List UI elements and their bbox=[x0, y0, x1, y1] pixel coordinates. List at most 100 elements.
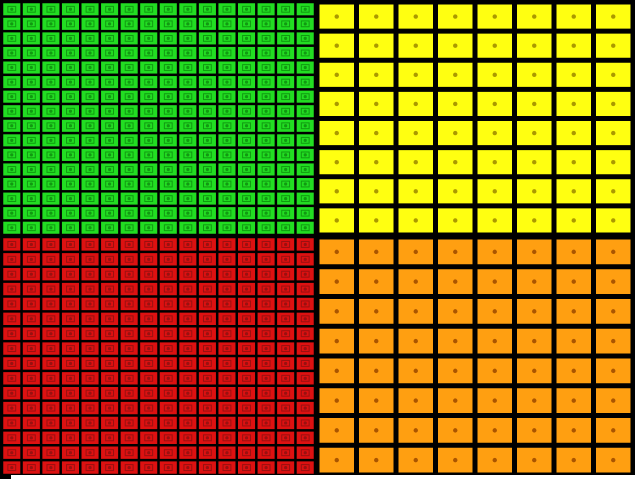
cell-inner bbox=[202, 285, 212, 293]
cell-dot bbox=[264, 242, 268, 247]
cell-dot bbox=[244, 7, 249, 11]
cell-inner bbox=[202, 389, 212, 397]
cell-dot bbox=[29, 257, 33, 261]
cell-inner bbox=[105, 240, 115, 248]
cell-dot bbox=[453, 279, 458, 284]
cell-dot bbox=[49, 332, 53, 336]
cell-dot bbox=[205, 361, 210, 366]
cell-dot bbox=[492, 368, 497, 374]
cell-dot bbox=[303, 436, 307, 440]
cell-dot bbox=[611, 368, 616, 374]
cell-inner bbox=[163, 209, 173, 217]
cell-dot bbox=[205, 421, 210, 425]
cell-inner bbox=[163, 5, 173, 13]
cell-dot bbox=[611, 398, 616, 403]
cell-dot bbox=[29, 65, 33, 70]
cell-dot bbox=[147, 272, 151, 276]
cell-dot bbox=[29, 51, 33, 55]
cell-dot bbox=[532, 368, 537, 374]
cell-dot bbox=[166, 391, 170, 395]
cell-dot bbox=[88, 332, 92, 336]
cell-dot bbox=[205, 451, 210, 455]
cell-inner bbox=[261, 300, 271, 308]
cell-inner bbox=[7, 285, 17, 293]
cell-dot bbox=[88, 153, 92, 157]
cell-dot bbox=[127, 302, 131, 306]
cell-inner bbox=[105, 224, 115, 232]
cell-dot bbox=[284, 7, 288, 11]
cell-inner bbox=[281, 345, 291, 353]
cell-inner bbox=[222, 34, 232, 42]
cell-inner bbox=[242, 136, 251, 144]
cell-inner bbox=[46, 434, 56, 442]
cell-dot bbox=[127, 36, 131, 41]
cell-inner bbox=[124, 240, 134, 248]
cell-dot bbox=[186, 272, 190, 276]
cell-dot bbox=[88, 22, 92, 26]
cell-dot bbox=[186, 302, 190, 306]
cell-inner bbox=[261, 374, 271, 382]
cell-dot bbox=[29, 124, 33, 128]
cell-dot bbox=[29, 80, 33, 84]
cell-dot bbox=[611, 43, 616, 48]
cell-inner bbox=[105, 122, 115, 130]
cell-dot bbox=[244, 332, 249, 336]
cell-dot bbox=[29, 332, 33, 336]
cell-dot bbox=[127, 391, 131, 395]
cell-dot bbox=[68, 391, 73, 395]
cell-inner bbox=[163, 359, 173, 367]
cell-dot bbox=[107, 36, 112, 41]
cell-dot bbox=[166, 465, 170, 470]
cell-inner bbox=[105, 5, 115, 13]
cell-inner bbox=[183, 464, 193, 472]
cell-dot bbox=[147, 36, 151, 41]
cell-dot bbox=[29, 95, 33, 99]
cell-dot bbox=[147, 182, 151, 186]
cell-dot bbox=[49, 65, 53, 70]
cell-dot bbox=[68, 376, 73, 380]
cell-inner bbox=[281, 122, 291, 130]
cell-inner bbox=[300, 464, 310, 472]
cell-inner bbox=[222, 240, 232, 248]
cell-dot bbox=[225, 95, 229, 99]
cell-inner bbox=[46, 270, 56, 278]
cell-dot bbox=[303, 302, 307, 306]
cell-inner bbox=[46, 330, 56, 338]
cell-inner bbox=[242, 330, 251, 338]
cell-inner bbox=[85, 49, 95, 57]
cell-dot bbox=[413, 14, 418, 19]
cell-dot bbox=[186, 242, 190, 247]
cell-dot bbox=[68, 36, 73, 41]
cell-dot bbox=[225, 391, 229, 395]
cell-dot bbox=[29, 361, 33, 366]
cell-dot bbox=[49, 451, 53, 455]
cell-inner bbox=[66, 419, 75, 427]
cell-inner bbox=[261, 434, 271, 442]
cell-dot bbox=[413, 218, 418, 223]
cell-dot bbox=[571, 249, 576, 255]
cell-dot bbox=[10, 153, 14, 157]
cell-dot bbox=[374, 398, 379, 403]
cell-dot bbox=[186, 109, 190, 113]
cell-dot bbox=[10, 109, 14, 113]
cell-dot bbox=[334, 398, 339, 403]
cell-inner bbox=[222, 107, 232, 115]
cell-dot bbox=[264, 391, 268, 395]
cell-dot bbox=[532, 189, 537, 194]
cell-inner bbox=[144, 64, 154, 71]
cell-inner bbox=[46, 404, 56, 412]
cell-inner bbox=[7, 434, 17, 442]
cell-dot bbox=[264, 182, 268, 186]
cell-inner bbox=[300, 270, 310, 278]
cell-inner bbox=[261, 449, 271, 457]
cell-dot bbox=[10, 7, 14, 11]
cell-inner bbox=[7, 180, 17, 188]
cell-inner bbox=[163, 180, 173, 188]
cell-dot bbox=[205, 109, 210, 113]
cell-inner bbox=[7, 209, 17, 217]
cell-dot bbox=[374, 14, 379, 19]
cell-dot bbox=[413, 159, 418, 165]
cell-inner bbox=[183, 419, 193, 427]
cell-dot bbox=[107, 242, 112, 247]
cell-dot bbox=[68, 211, 73, 215]
